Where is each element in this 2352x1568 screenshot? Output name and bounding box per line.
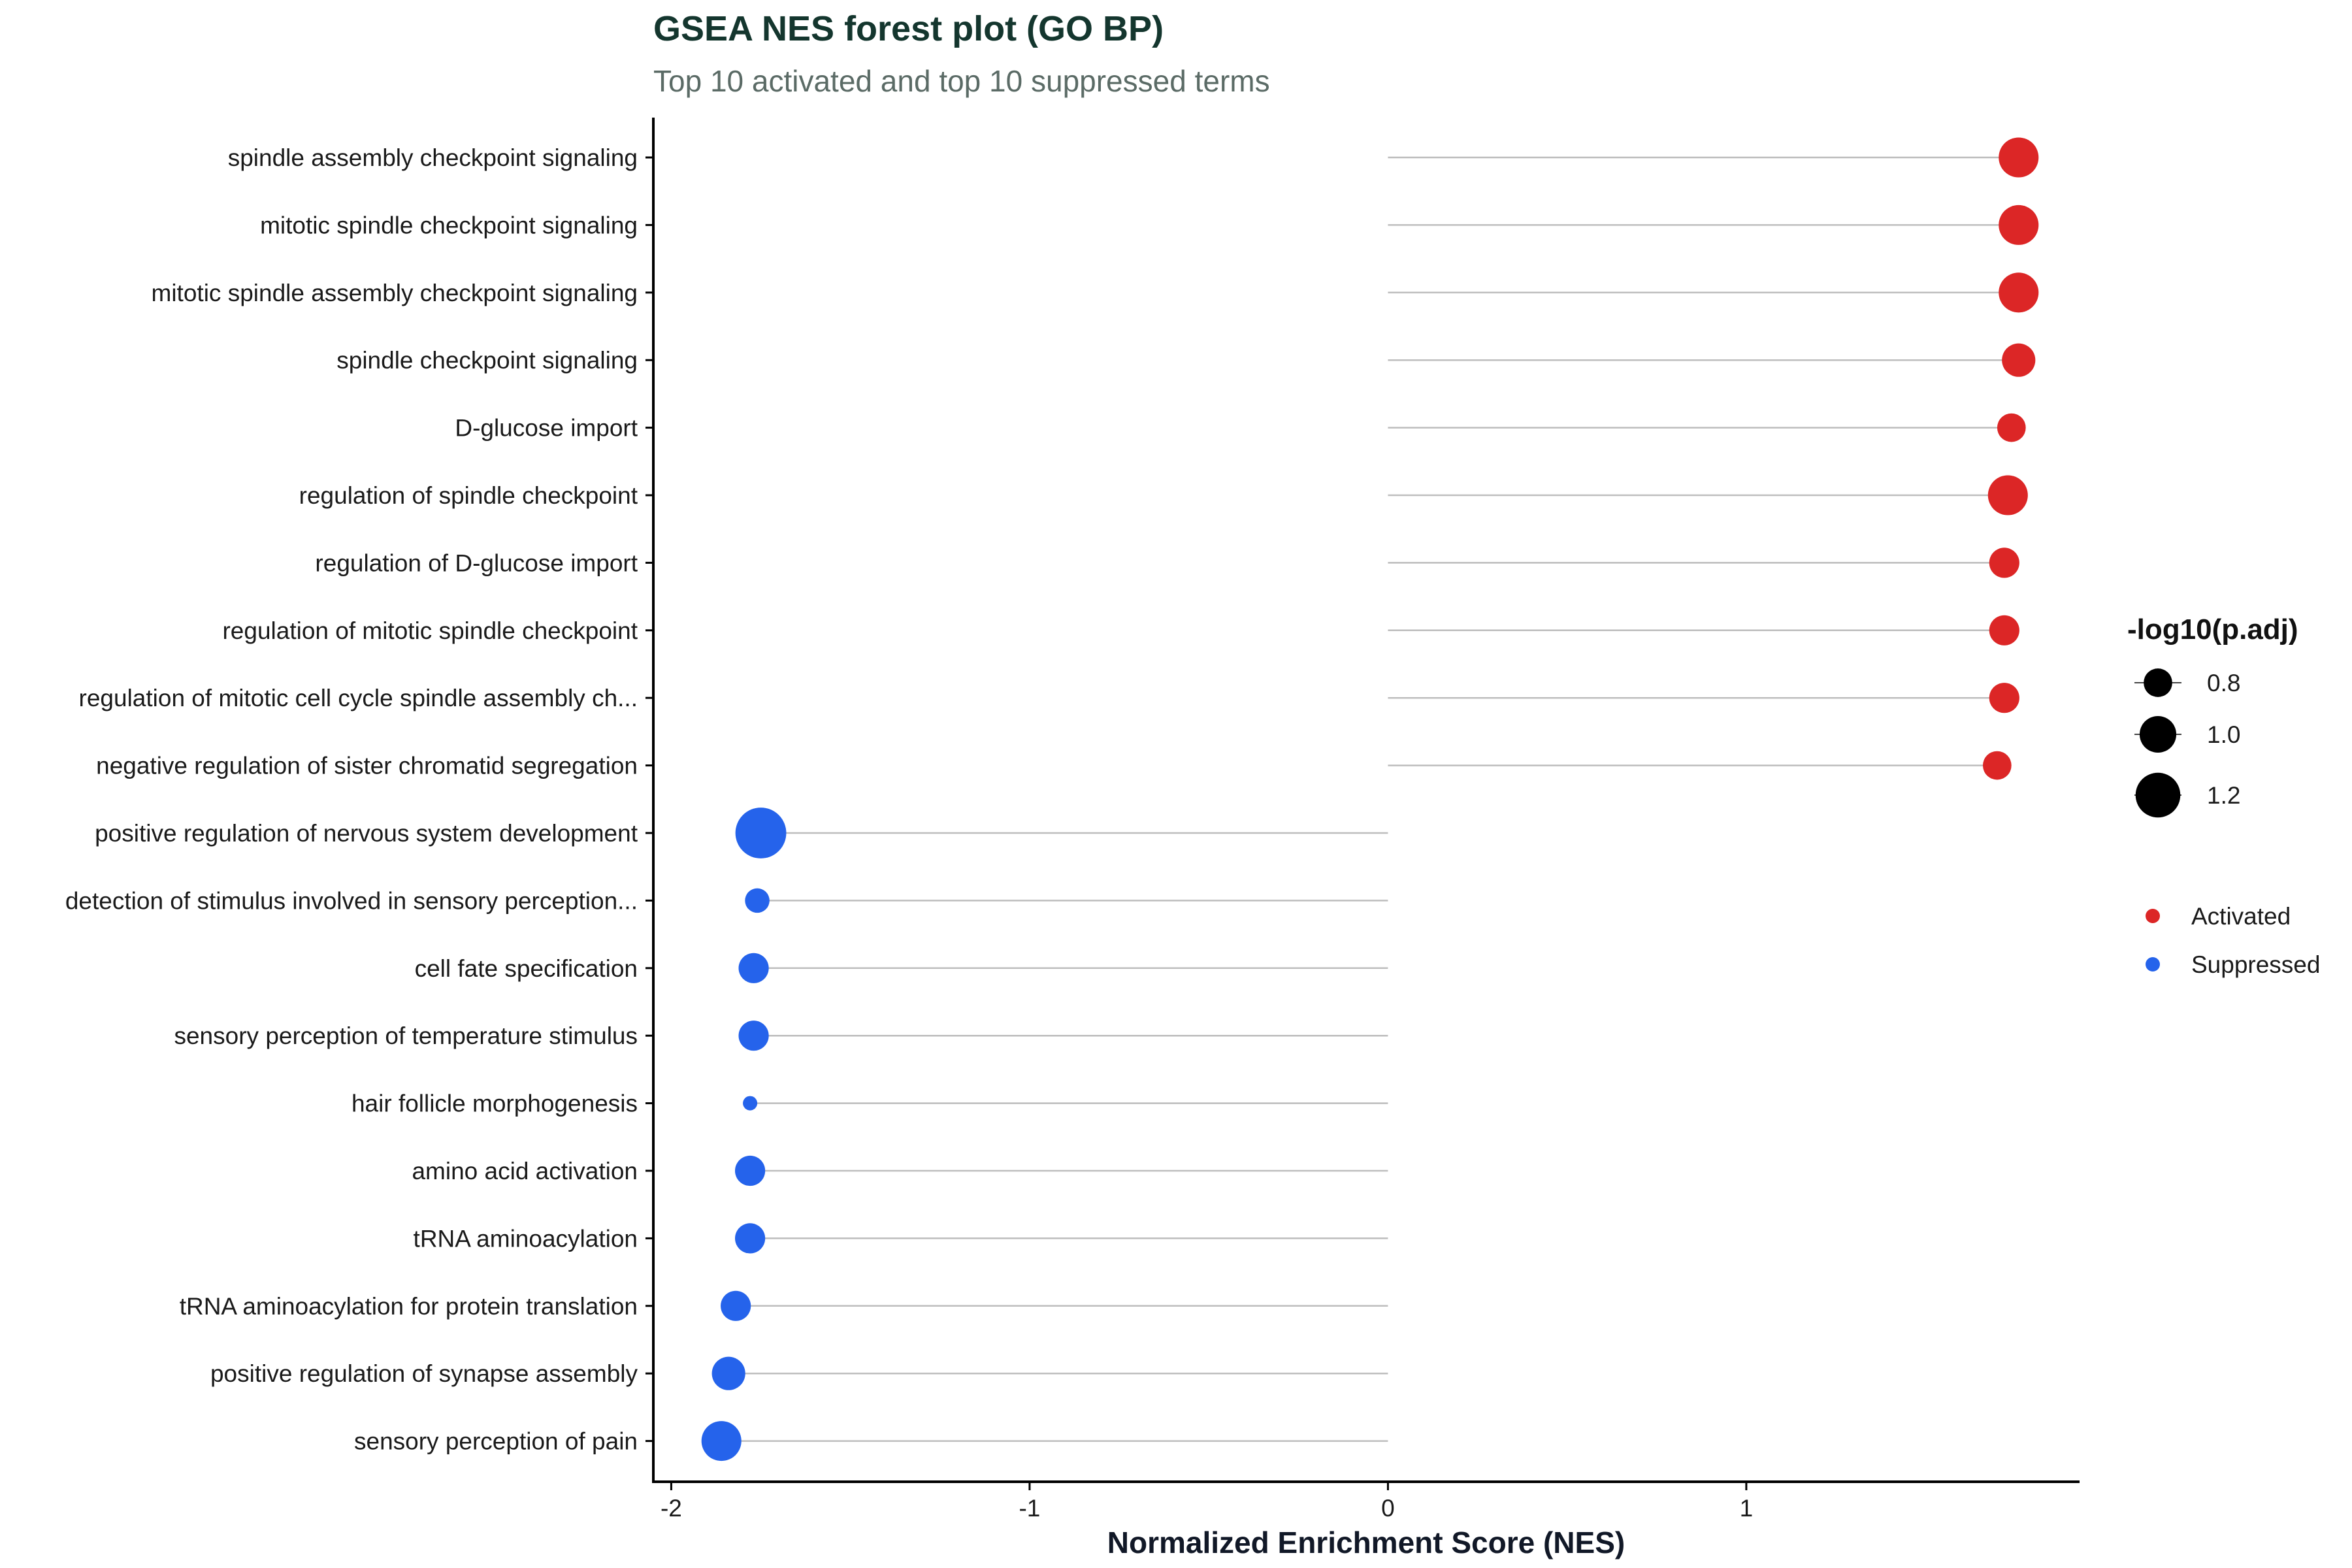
x-axis-title: Normalized Enrichment Score (NES): [1107, 1526, 1625, 1560]
data-point: [1999, 272, 2039, 313]
term-label: sensory perception of pain: [354, 1428, 638, 1455]
term-label: sensory perception of temperature stimul…: [174, 1022, 638, 1049]
term-label: spindle assembly checkpoint signaling: [228, 144, 638, 171]
size-legend-label: 0.8: [2207, 670, 2240, 696]
data-point: [711, 1356, 745, 1390]
term-label: D-glucose import: [455, 415, 638, 442]
size-legend-swatch: [2135, 772, 2181, 818]
data-point: [745, 888, 770, 913]
size-legend: -log10(p.adj) 0.8 1.0 1.2: [2127, 613, 2298, 818]
data-point: [735, 1223, 766, 1254]
data-point: [738, 953, 769, 983]
chart-subtitle: Top 10 activated and top 10 suppressed t…: [653, 64, 1270, 98]
data-point: [1989, 615, 2019, 645]
data-point: [1997, 413, 2026, 442]
term-label: detection of stimulus involved in sensor…: [65, 887, 638, 914]
data-point: [1999, 204, 2039, 245]
term-label: positive regulation of synapse assembly: [210, 1360, 638, 1387]
term-label: regulation of mitotic spindle checkpoint: [222, 617, 638, 644]
chart-title: GSEA NES forest plot (GO BP): [653, 9, 1164, 48]
size-legend-swatch: [2139, 715, 2177, 753]
data-point: [735, 1155, 766, 1186]
x-tick-label: 0: [1381, 1495, 1395, 1522]
data-point: [1982, 751, 2012, 780]
term-label: negative regulation of sister chromatid …: [96, 753, 638, 779]
term-label: regulation of mitotic cell cycle spindle…: [79, 685, 638, 711]
data-point: [1999, 137, 2039, 178]
color-legend-swatch: [2146, 909, 2160, 923]
data-point: [738, 1021, 769, 1051]
term-label: spindle checkpoint signaling: [336, 347, 638, 374]
data-point: [701, 1421, 742, 1462]
color-legend-label: Activated: [2191, 903, 2291, 930]
data-point: [1989, 683, 2019, 713]
x-tick-label: 1: [1740, 1495, 1754, 1522]
term-label: tRNA aminoacylation: [414, 1225, 638, 1252]
size-legend-title: -log10(p.adj): [2127, 613, 2298, 645]
term-label: positive regulation of nervous system de…: [95, 820, 638, 847]
color-legend: Activated Suppressed: [2146, 903, 2320, 978]
term-labels: spindle assembly checkpoint signaling mit…: [65, 144, 653, 1455]
points-layer: [701, 137, 2039, 1462]
term-label: regulation of D-glucose import: [315, 549, 638, 576]
data-point: [1989, 547, 2019, 578]
data-point: [721, 1290, 751, 1321]
term-label: amino acid activation: [412, 1158, 638, 1184]
x-ticks: -2 -1 0 1: [661, 1482, 1753, 1522]
size-legend-label: 1.2: [2207, 782, 2240, 809]
size-legend-swatch: [2144, 668, 2172, 697]
data-point: [2002, 343, 2036, 377]
term-label: mitotic spindle checkpoint signaling: [260, 212, 638, 238]
size-legend-label: 1.0: [2207, 721, 2240, 748]
color-legend-label: Suppressed: [2191, 951, 2320, 978]
term-label: regulation of spindle checkpoint: [299, 482, 638, 509]
term-label: hair follicle morphogenesis: [351, 1090, 638, 1117]
term-label: mitotic spindle assembly checkpoint sign…: [152, 280, 638, 306]
data-point: [735, 808, 787, 858]
data-point: [743, 1096, 758, 1111]
stems-layer: [721, 156, 2019, 1442]
term-label: tRNA aminoacylation for protein translat…: [180, 1293, 638, 1320]
term-label: cell fate specification: [415, 955, 638, 982]
x-tick-label: -1: [1019, 1495, 1040, 1522]
color-legend-swatch: [2146, 957, 2160, 972]
data-point: [1987, 475, 2028, 515]
x-tick-label: -2: [661, 1495, 682, 1522]
